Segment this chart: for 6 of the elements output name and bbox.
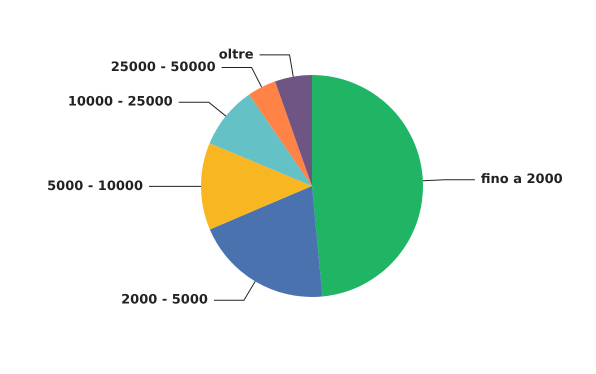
slice-label: 25000 - 50000 [110,60,216,75]
slice-label: fino a 2000 [480,172,563,188]
slice-label: 5000 - 10000 [47,178,143,194]
slice-label: 10000 - 25000 [68,94,173,110]
slice-label: 2000 - 5000 [121,292,208,308]
slice-label: oltre [218,47,254,62]
